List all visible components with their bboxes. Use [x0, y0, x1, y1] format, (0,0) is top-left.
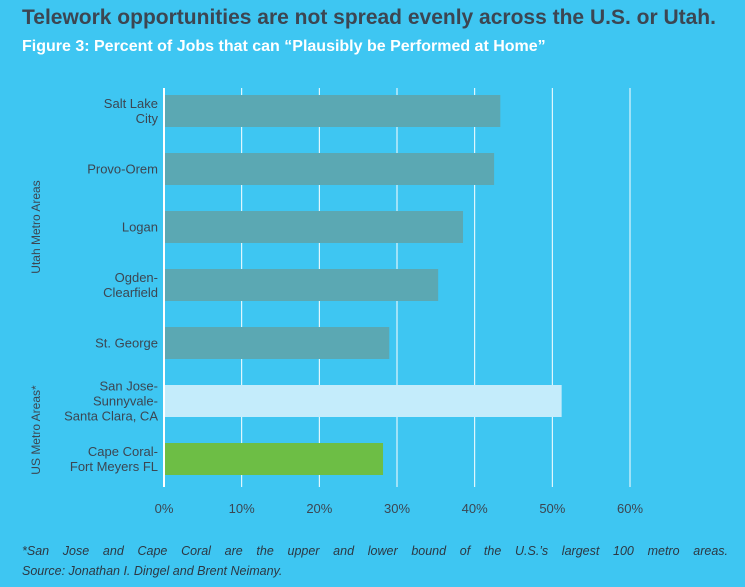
category-label: Santa Clara, CA: [64, 409, 158, 424]
category-label: Clearfield: [103, 285, 158, 300]
category-label: City: [136, 111, 159, 126]
x-tick-label: 30%: [384, 501, 410, 516]
bar: [164, 95, 501, 127]
category-label: Provo-Orem: [87, 162, 158, 177]
footnote: *San Jose and Cape Coral are the upper a…: [22, 541, 728, 581]
x-tick-label: 10%: [229, 501, 255, 516]
figure-title: Figure 3: Percent of Jobs that can “Plau…: [22, 38, 546, 55]
category-label: Sunnyvale-: [93, 394, 158, 409]
category-label: Cape Coral-: [88, 444, 158, 459]
category-label: St. George: [95, 336, 158, 351]
chart-headline: Telework opportunities are not spread ev…: [22, 6, 716, 29]
x-tick-label: 0%: [155, 501, 174, 516]
category-label: San Jose-: [99, 379, 158, 394]
category-label: Ogden-: [115, 270, 158, 285]
x-tick-label: 50%: [539, 501, 565, 516]
bar: [164, 327, 390, 359]
group-label: US Metro Areas*: [29, 385, 43, 475]
footnote-source: Source: Jonathan I. Dingel and Brent Nei…: [22, 564, 283, 578]
x-tick-label: 60%: [617, 501, 643, 516]
bar: [164, 269, 439, 301]
category-label: Salt Lake: [104, 96, 158, 111]
category-label: Fort Meyers FL: [70, 459, 158, 474]
bar: [164, 153, 495, 185]
group-label: Utah Metro Areas: [29, 180, 43, 273]
category-label: Logan: [122, 220, 158, 235]
x-tick-label: 40%: [462, 501, 488, 516]
footnote-bounds-note: *San Jose and Cape Coral are the upper a…: [22, 544, 728, 558]
bar: [164, 443, 384, 475]
bar: [164, 385, 562, 417]
bar: [164, 211, 464, 243]
x-tick-label: 20%: [306, 501, 332, 516]
